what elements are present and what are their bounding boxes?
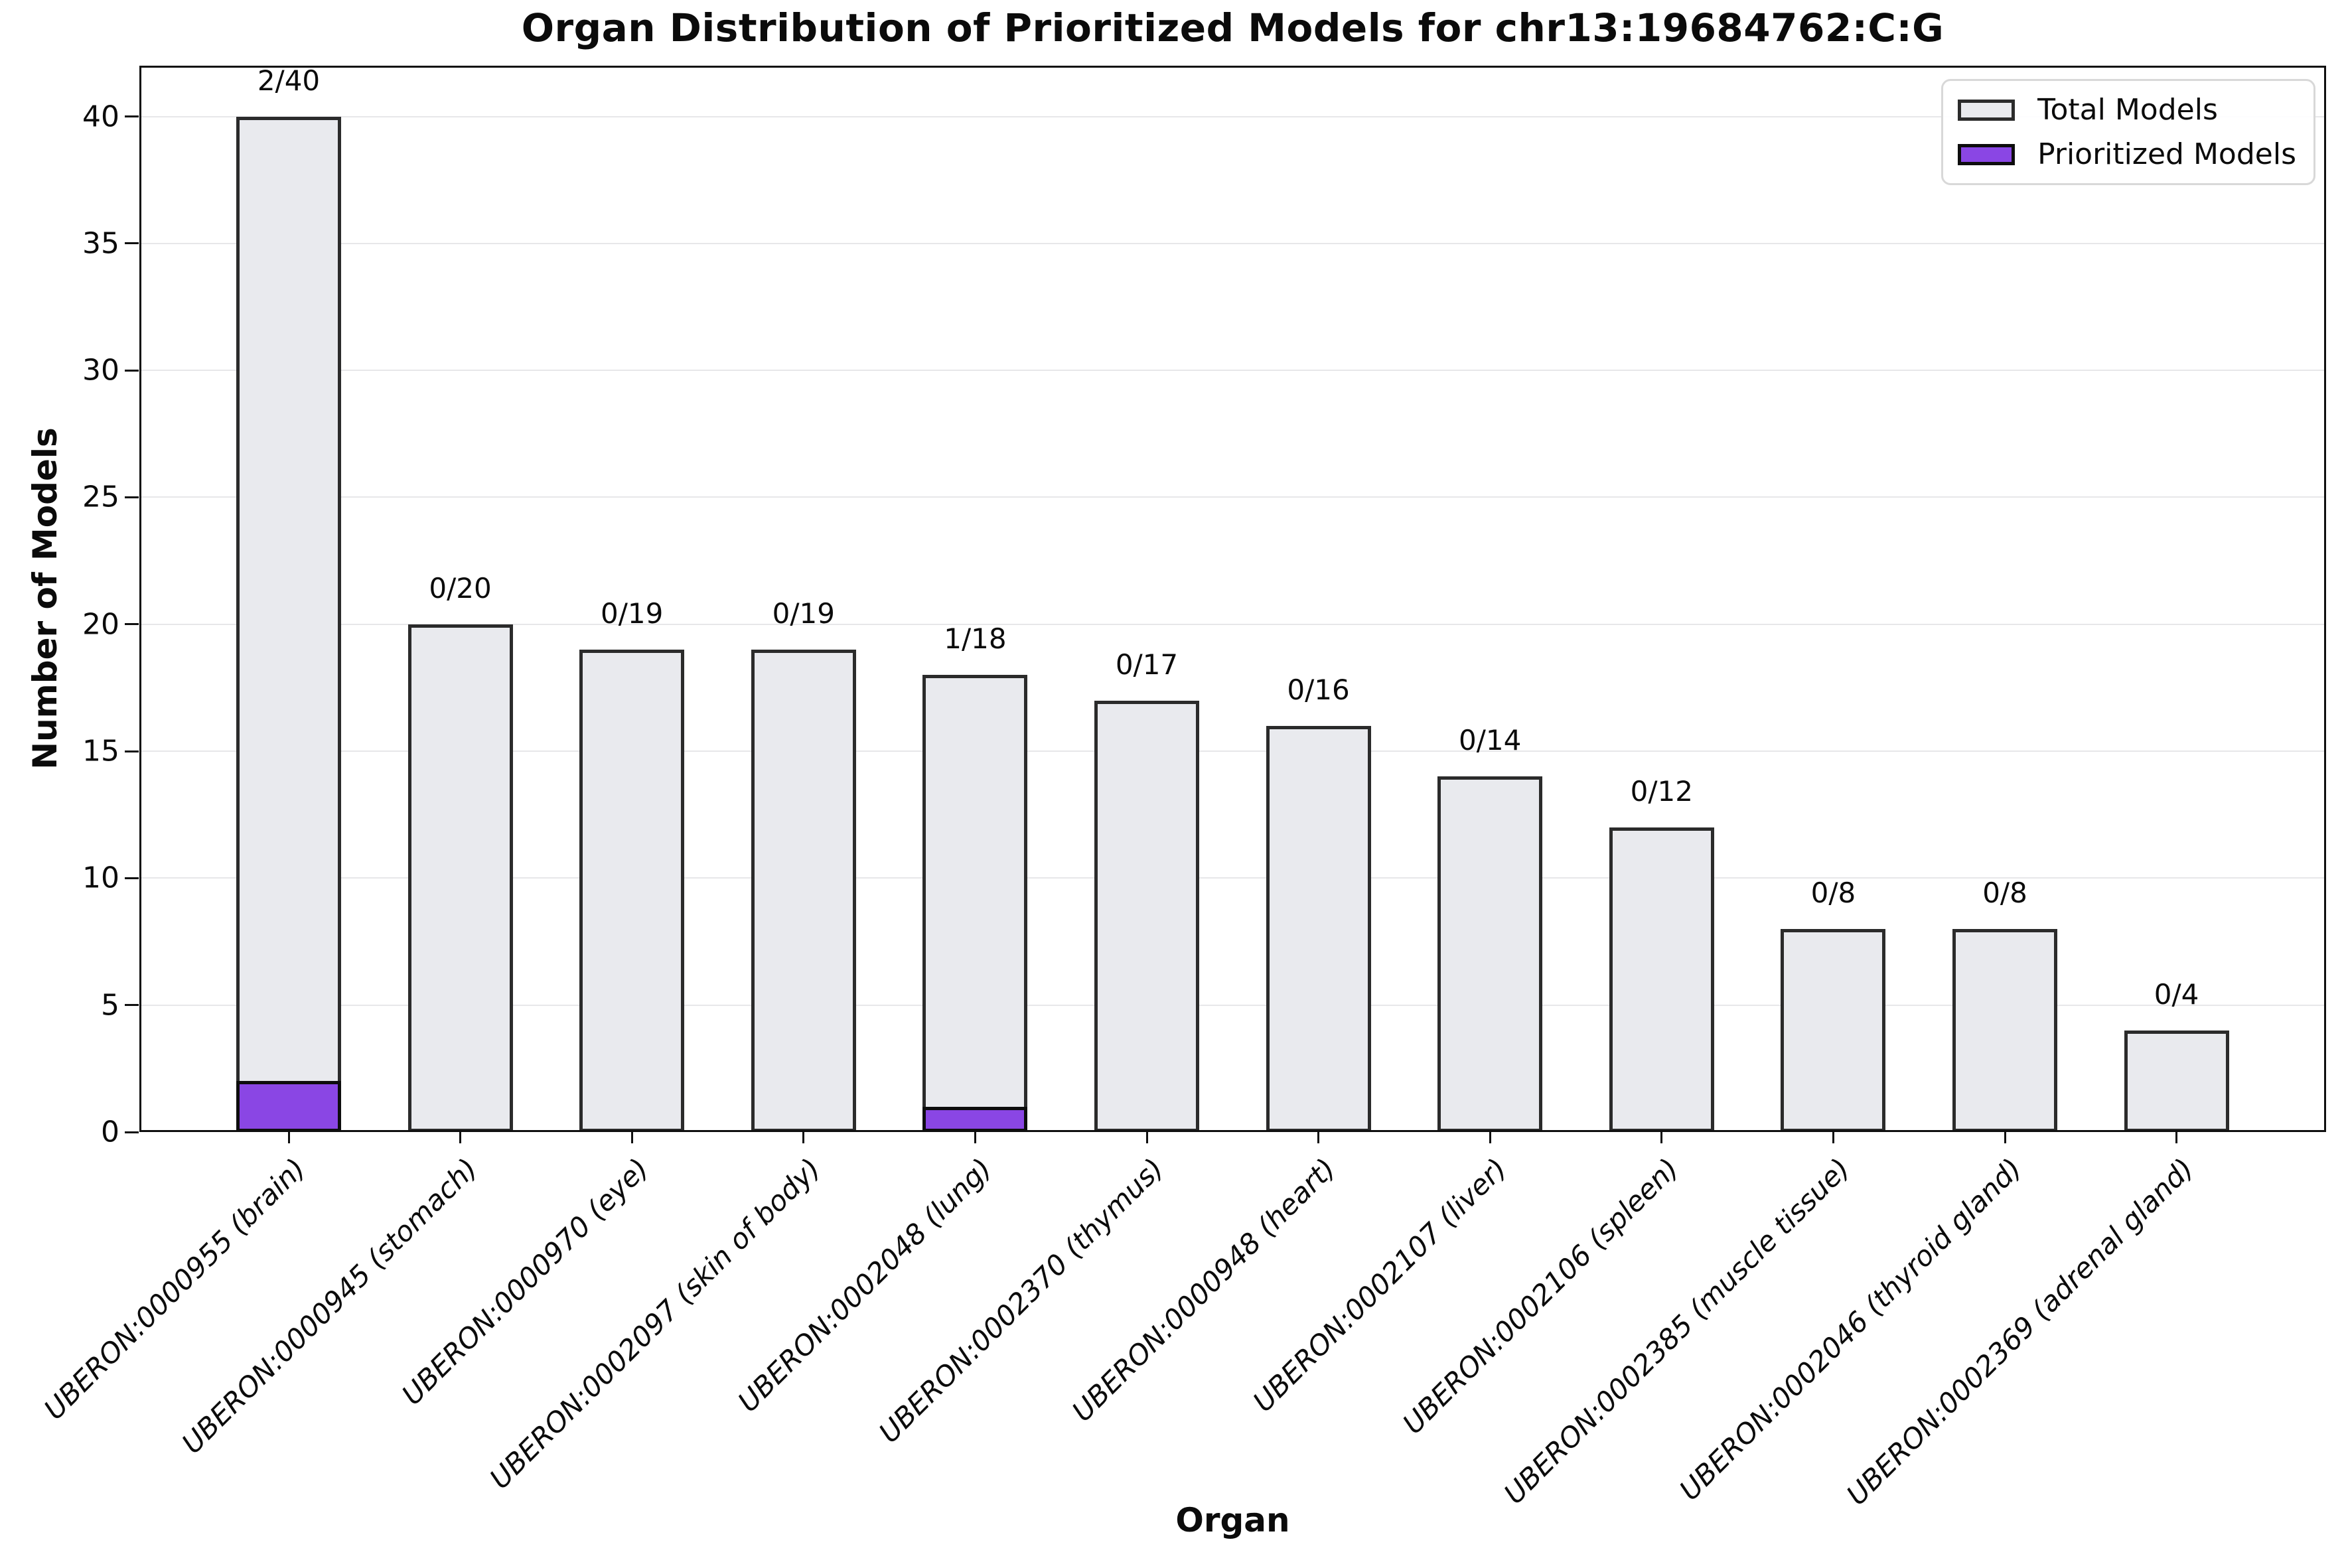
- y-tick-label: 40: [82, 100, 119, 134]
- legend-entry-total: Total Models: [1958, 93, 2296, 127]
- bar-value-label: 0/8: [1982, 876, 2027, 909]
- total-bar: [751, 650, 856, 1132]
- x-tick-mark: [2175, 1132, 2178, 1143]
- x-axis-label: Organ: [1175, 1501, 1290, 1539]
- y-tick-mark: [125, 750, 139, 752]
- bar-value-label: 0/19: [772, 597, 835, 630]
- total-bar: [1266, 725, 1371, 1132]
- x-tick-mark: [1489, 1132, 1491, 1143]
- gridline: [139, 370, 2326, 372]
- x-tick-mark: [287, 1132, 290, 1143]
- gridline: [139, 1004, 2326, 1006]
- bar-value-label: 0/14: [1459, 724, 1522, 757]
- y-tick-mark: [125, 1131, 139, 1133]
- y-tick-label: 15: [82, 734, 119, 768]
- x-tick-mark: [630, 1132, 633, 1143]
- total-bar: [236, 116, 341, 1132]
- x-tick-mark: [459, 1132, 462, 1143]
- gridline: [139, 496, 2326, 498]
- x-tick-mark: [1832, 1132, 1834, 1143]
- bar-value-label: 2/40: [257, 64, 321, 97]
- bar-value-label: 0/19: [601, 597, 664, 630]
- x-tick-mark: [1660, 1132, 1663, 1143]
- total-bar: [407, 624, 513, 1132]
- y-tick-label: 20: [82, 607, 119, 642]
- bar-value-label: 1/18: [944, 622, 1007, 656]
- y-tick-label: 5: [101, 988, 119, 1023]
- y-tick-label: 30: [82, 353, 119, 388]
- y-tick-label: 35: [82, 226, 119, 261]
- total-bar: [579, 650, 685, 1132]
- legend-swatch-total-models: [1958, 99, 2016, 121]
- x-tick-mark: [802, 1132, 805, 1143]
- y-tick-mark: [125, 623, 139, 626]
- y-tick-mark: [125, 1004, 139, 1007]
- bar-value-label: 0/8: [1810, 876, 1856, 909]
- x-tick-mark: [974, 1132, 976, 1143]
- gridline: [139, 242, 2326, 244]
- total-bar: [1094, 700, 1199, 1132]
- y-tick-mark: [125, 496, 139, 498]
- plot-area: 2/40 0/20 0/19 0/19 1/18 0/17 0/16 0/14 0/12 0/8 0…: [139, 64, 2326, 1132]
- chart-title: Organ Distribution of Prioritized Models…: [521, 5, 1944, 50]
- y-tick-label: 10: [82, 861, 119, 895]
- prioritized-bar: [236, 1081, 341, 1132]
- bar-value-label: 0/20: [429, 571, 492, 605]
- gridline: [139, 877, 2326, 879]
- total-bar: [1952, 928, 2057, 1132]
- gridline: [139, 623, 2326, 625]
- gridline: [139, 115, 2326, 117]
- y-tick-mark: [125, 877, 139, 879]
- legend-swatch-prioritized-models: [1958, 143, 2016, 165]
- gridline: [139, 750, 2326, 752]
- bar-value-label: 0/4: [2154, 977, 2199, 1011]
- total-bar: [1609, 827, 1714, 1132]
- legend-label-total-models: Total Models: [2037, 93, 2218, 127]
- prioritized-bar: [922, 1106, 1028, 1132]
- y-tick-label: 0: [101, 1115, 119, 1149]
- bar-value-label: 0/17: [1115, 648, 1179, 681]
- x-tick-mark: [2004, 1132, 2006, 1143]
- bar-value-label: 0/16: [1287, 673, 1350, 706]
- total-bar: [1781, 928, 1886, 1132]
- y-tick-label: 25: [82, 480, 119, 514]
- bar-value-label: 0/12: [1630, 774, 1693, 808]
- x-tick-mark: [1317, 1132, 1320, 1143]
- y-tick-mark: [125, 115, 139, 118]
- total-bar: [1437, 776, 1543, 1132]
- total-bar: [2124, 1030, 2229, 1132]
- x-tick-mark: [1145, 1132, 1148, 1143]
- legend-label-prioritized-models: Prioritized Models: [2037, 137, 2296, 171]
- y-tick-mark: [125, 242, 139, 245]
- total-bar: [922, 675, 1028, 1132]
- y-axis-label: Number of Models: [26, 427, 64, 770]
- legend: Total Models Prioritized Models: [1941, 79, 2315, 185]
- legend-entry-prioritized: Prioritized Models: [1958, 137, 2296, 171]
- y-tick-mark: [125, 369, 139, 372]
